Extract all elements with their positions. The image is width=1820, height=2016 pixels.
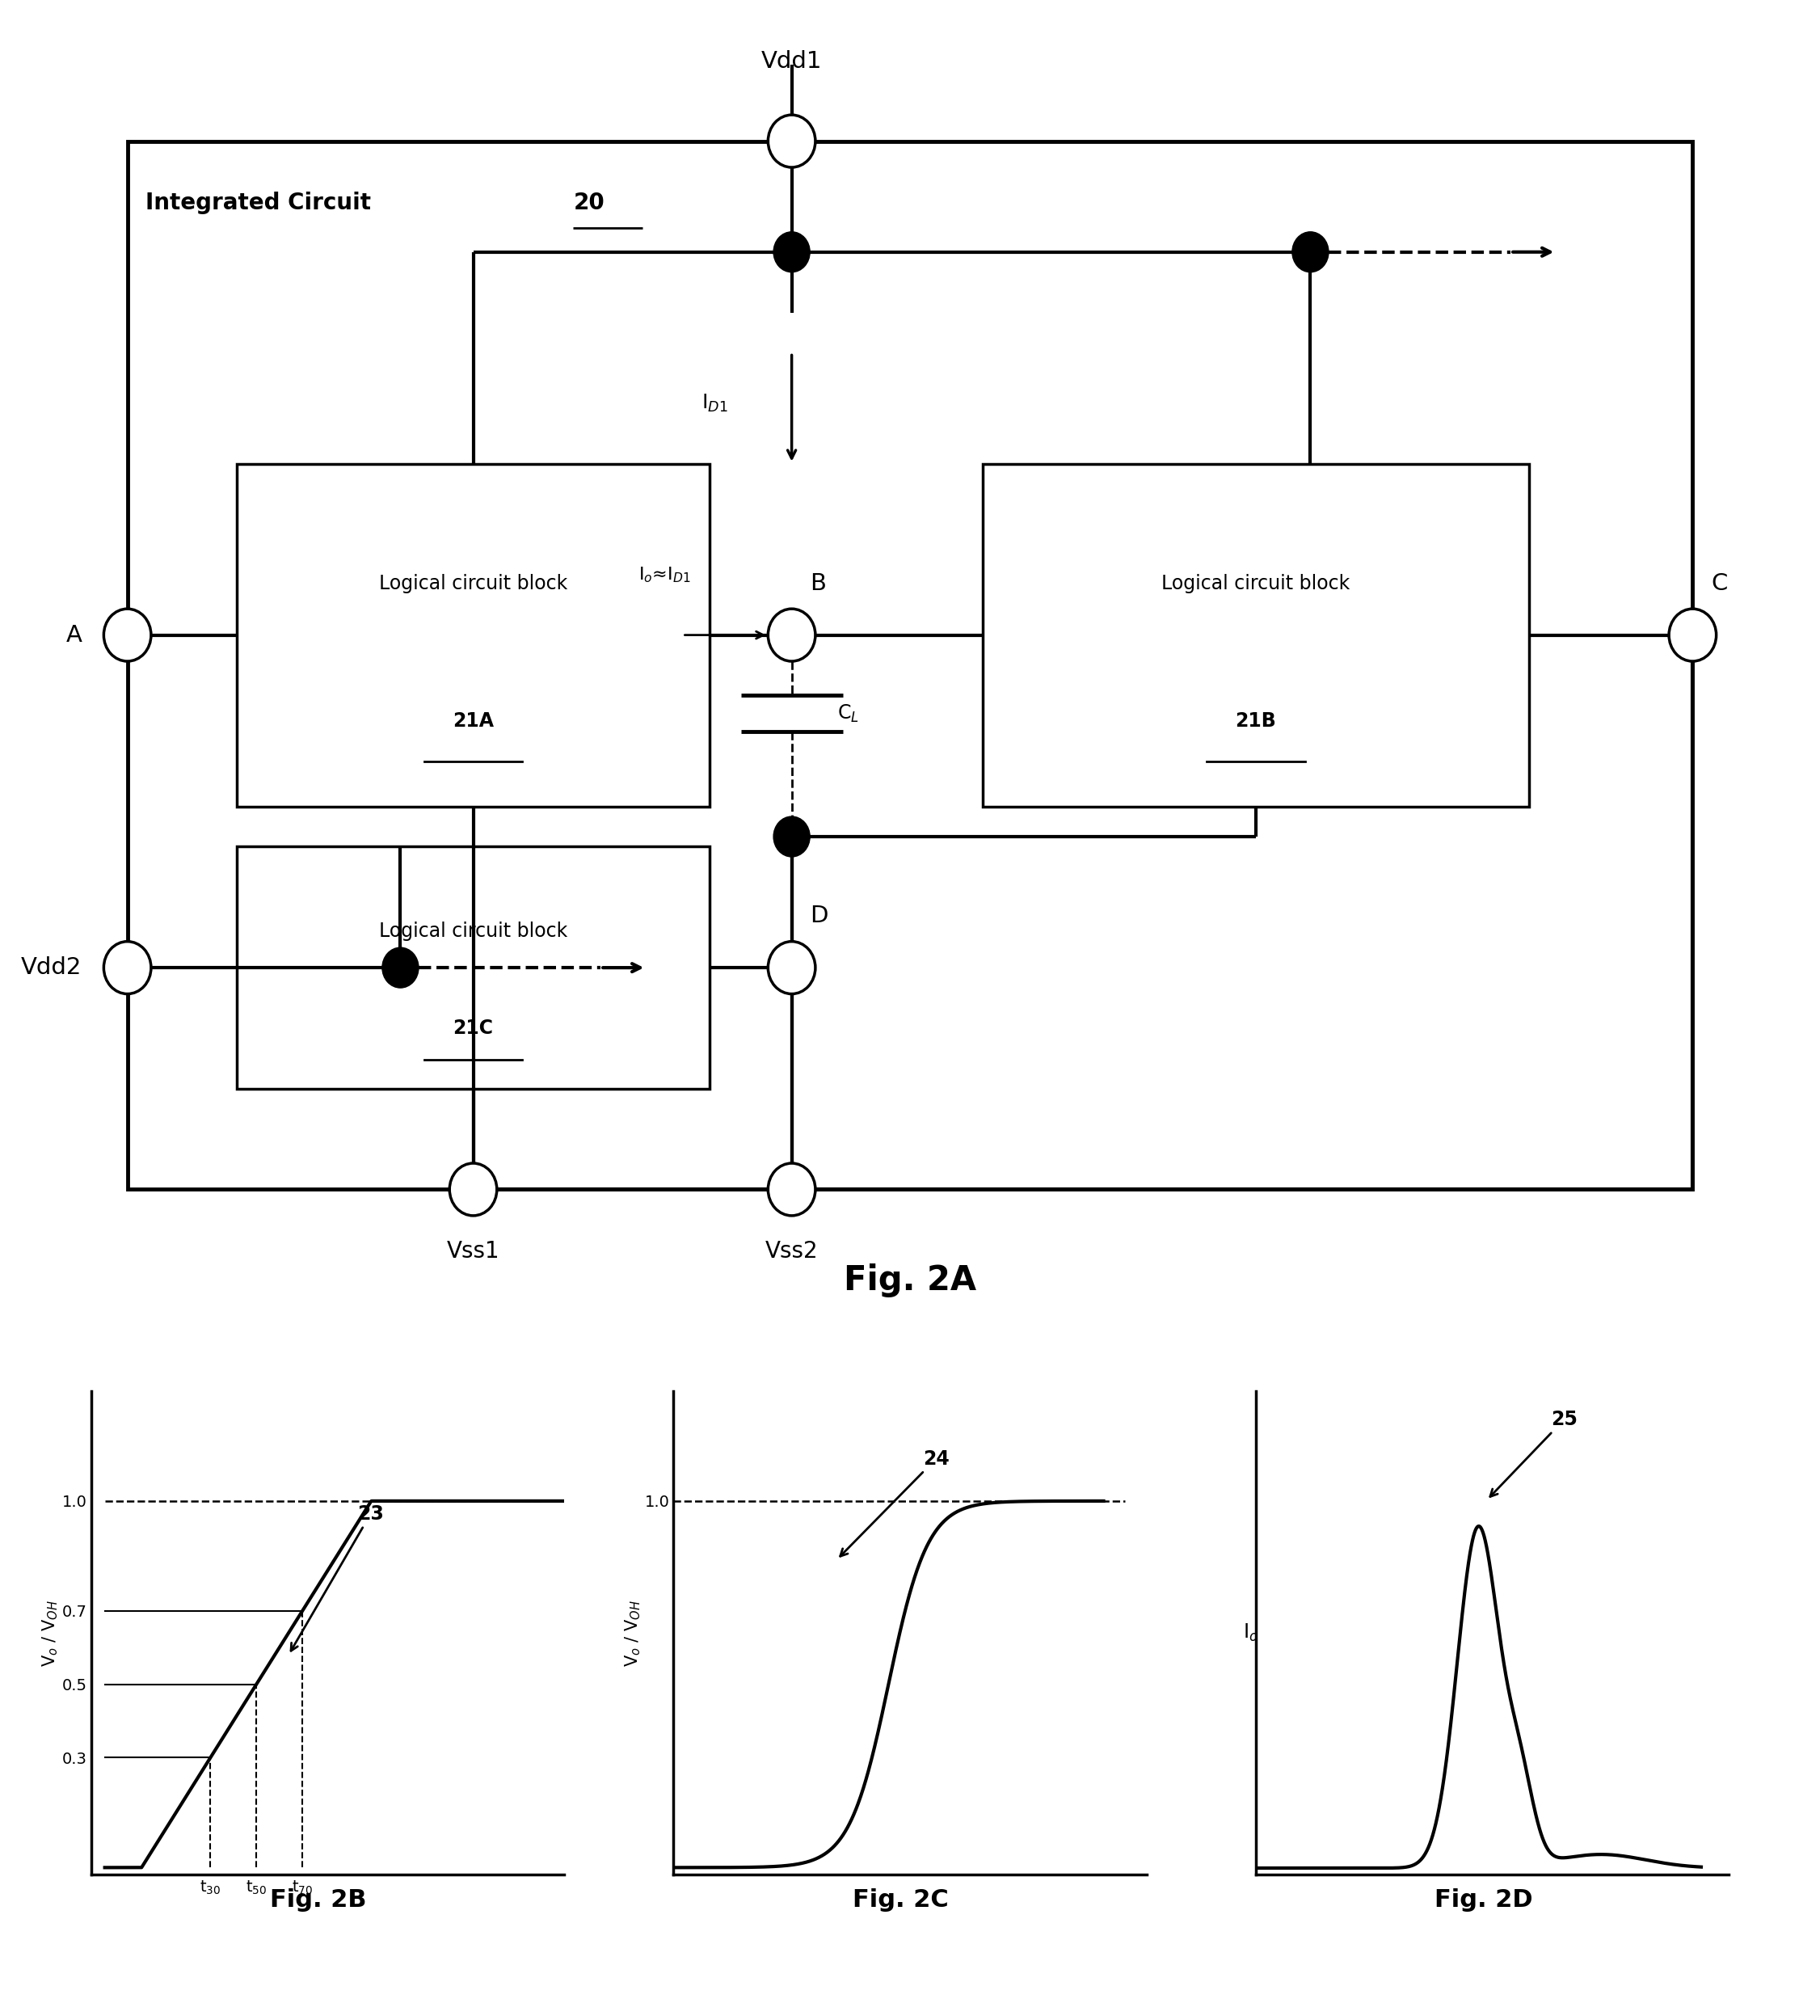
Bar [237,847,710,1089]
Text: B: B [810,573,826,595]
Text: Logical circuit block: Logical circuit block [1161,575,1350,593]
Circle shape [768,115,815,167]
Text: Fig. 2C: Fig. 2C [854,1889,948,1911]
Y-axis label: I$_o$: I$_o$ [1243,1623,1258,1643]
Circle shape [104,941,151,994]
Text: I$_o$≈I$_{D1}$: I$_o$≈I$_{D1}$ [639,566,690,585]
Y-axis label: V$_o$ / V$_{OH}$: V$_o$ / V$_{OH}$ [622,1599,642,1667]
Text: Fig. 2A: Fig. 2A [844,1264,976,1296]
Circle shape [382,948,419,988]
Circle shape [1292,232,1329,272]
Text: Logical circuit block: Logical circuit block [379,575,568,593]
Circle shape [768,609,815,661]
Text: Vss1: Vss1 [446,1240,500,1262]
Text: Logical circuit block: Logical circuit block [379,921,568,941]
Text: Vdd2: Vdd2 [22,956,82,980]
Text: I$_{D1}$: I$_{D1}$ [703,393,728,413]
Text: Integrated Circuit: Integrated Circuit [146,192,379,214]
Text: 21A: 21A [453,712,493,730]
Circle shape [768,1163,815,1216]
Text: 23: 23 [291,1504,384,1651]
Text: C$_L$: C$_L$ [837,704,859,724]
Bar [983,464,1529,806]
Text: 25: 25 [1491,1409,1578,1496]
Circle shape [450,1163,497,1216]
Circle shape [768,941,815,994]
Text: 24: 24 [841,1450,950,1556]
Text: Fig. 2D: Fig. 2D [1434,1889,1532,1911]
Text: Fig. 2B: Fig. 2B [269,1889,368,1911]
Bar [237,464,710,806]
Text: C: C [1711,573,1727,595]
Circle shape [104,609,151,661]
Text: 21C: 21C [453,1018,493,1038]
Bar [127,141,1693,1189]
Circle shape [774,232,810,272]
Y-axis label: V$_o$ / V$_{OH}$: V$_o$ / V$_{OH}$ [40,1599,60,1667]
Text: A: A [66,623,82,647]
Text: D: D [810,905,828,927]
Text: 21B: 21B [1236,712,1276,730]
Circle shape [1669,609,1716,661]
Text: Vdd1: Vdd1 [761,50,823,73]
Circle shape [774,816,810,857]
Text: Vss2: Vss2 [764,1240,819,1262]
Text: 20: 20 [573,192,604,214]
